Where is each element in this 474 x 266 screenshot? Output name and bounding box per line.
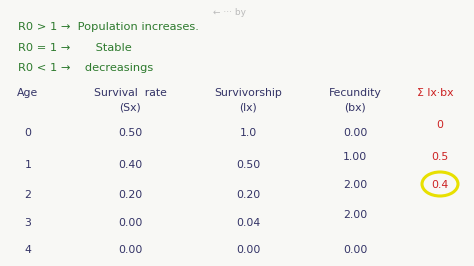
Text: 0.50: 0.50 — [236, 160, 260, 170]
Text: 4: 4 — [25, 245, 31, 255]
Text: R0 > 1 →  Population increases.: R0 > 1 → Population increases. — [18, 22, 199, 32]
Text: 0.00: 0.00 — [343, 128, 367, 138]
Text: 0.00: 0.00 — [236, 245, 260, 255]
Text: 2.00: 2.00 — [343, 180, 367, 190]
Text: Age: Age — [18, 88, 38, 98]
Text: 0.04: 0.04 — [236, 218, 260, 228]
Text: 0: 0 — [437, 120, 444, 130]
Text: 0.00: 0.00 — [118, 245, 142, 255]
Text: 0.00: 0.00 — [118, 218, 142, 228]
Text: (lx): (lx) — [239, 103, 257, 113]
Text: (bx): (bx) — [344, 103, 366, 113]
Text: 0.20: 0.20 — [118, 190, 142, 200]
Text: 3: 3 — [25, 218, 31, 228]
Text: 0.5: 0.5 — [431, 152, 448, 162]
Text: Σ lx·bx: Σ lx·bx — [417, 88, 453, 98]
Text: ← ··· by: ← ··· by — [213, 8, 246, 17]
Text: Survivorship: Survivorship — [214, 88, 282, 98]
Text: R0 = 1 →       Stable: R0 = 1 → Stable — [18, 43, 132, 53]
Text: 2.00: 2.00 — [343, 210, 367, 220]
Text: 1.0: 1.0 — [239, 128, 256, 138]
Text: 0.20: 0.20 — [236, 190, 260, 200]
Text: 0.40: 0.40 — [118, 160, 142, 170]
Text: 0.4: 0.4 — [431, 180, 448, 190]
Text: Survival  rate: Survival rate — [93, 88, 166, 98]
Text: 1: 1 — [25, 160, 31, 170]
Text: Fecundity: Fecundity — [328, 88, 382, 98]
Text: 0.50: 0.50 — [118, 128, 142, 138]
Text: R0 < 1 →    decreasings: R0 < 1 → decreasings — [18, 63, 153, 73]
Text: 0.00: 0.00 — [343, 245, 367, 255]
Text: 1.00: 1.00 — [343, 152, 367, 162]
Text: (Sx): (Sx) — [119, 103, 141, 113]
Text: 0: 0 — [25, 128, 31, 138]
Text: 2: 2 — [25, 190, 31, 200]
